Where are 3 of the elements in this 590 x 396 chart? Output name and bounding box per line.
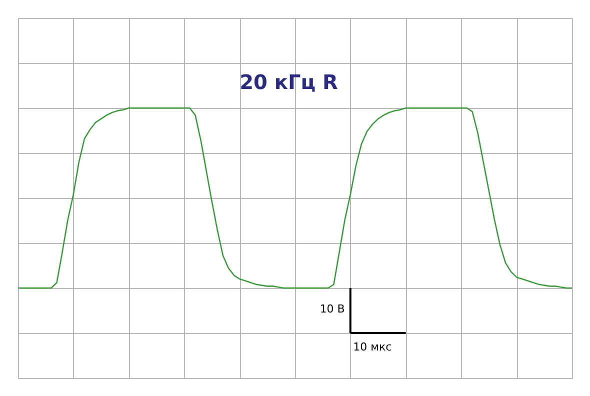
text: 10 В <box>320 302 345 316</box>
text: 10 мкс <box>353 340 392 354</box>
text: 20 кГц R <box>240 70 338 94</box>
